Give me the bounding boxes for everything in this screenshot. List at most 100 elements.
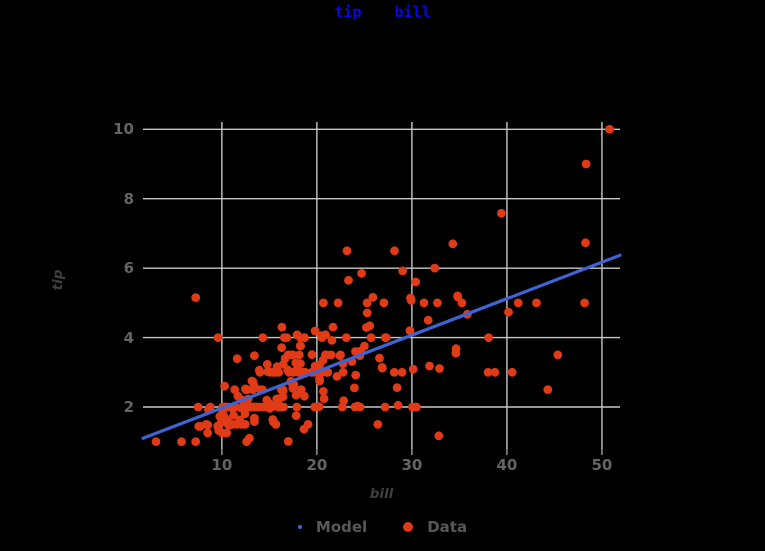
data-point [191,437,201,447]
data-point [248,385,258,394]
data-point [276,402,286,412]
data-point [310,326,320,336]
data-point [513,298,523,308]
data-point [288,350,298,360]
data-point [269,401,279,411]
data-point [398,266,408,276]
data-point [271,420,281,429]
data-point [357,269,366,278]
data-point [291,390,301,400]
data-point [177,437,186,447]
data-point [321,350,330,360]
data-point [327,335,337,345]
data-point [350,383,359,393]
data-point [277,343,286,352]
data-point [408,364,418,374]
data-point [246,402,255,412]
data-point [484,333,493,342]
data-point [362,323,371,332]
data-point [483,367,493,377]
data-point [291,411,301,421]
data-point [389,367,399,377]
data-point [278,392,288,401]
y-tick-label: 8 [123,189,134,208]
data-point [448,239,458,249]
title-term-bill: bill [394,3,431,21]
data-point [425,361,434,371]
data-point [351,370,361,380]
data-point [379,298,389,308]
data-point [300,391,309,401]
data-point [342,246,352,256]
legend: Model Data [0,518,765,536]
data-point [405,326,415,335]
data-point [453,292,463,302]
data-point [580,298,589,308]
data-point [393,400,403,410]
data-point [377,363,387,372]
data-point [406,293,415,303]
data-point [328,322,338,332]
data-point [296,385,306,394]
data-point [230,385,240,394]
data-point [295,341,305,351]
data-point [203,428,213,438]
data-point [411,277,421,287]
data-point [224,421,234,430]
data-point [300,333,309,342]
data-point [232,420,242,429]
legend-item-data: Data [403,518,467,536]
y-axis-label: tip [50,269,66,291]
data-point [319,387,328,396]
data-point [553,350,563,360]
model-point-marker-icon [297,525,302,529]
data-point [435,364,444,373]
data-point [451,344,461,354]
data-point [191,293,201,302]
x-tick-label: 10 [211,456,233,474]
data-point [277,322,287,332]
data-point [366,333,376,342]
data-point [283,437,293,446]
data-point [229,410,238,420]
y-tick-label: 2 [123,397,134,416]
data-point-marker-icon [403,522,414,532]
data-point [434,431,444,441]
data-point [344,275,353,285]
data-point [430,263,440,273]
data-point [250,417,259,426]
data-point [255,367,265,377]
legend-label-data: Data [427,518,468,536]
data-point [419,298,429,308]
data-point [299,424,309,434]
data-point [250,351,259,360]
data-point [288,367,298,377]
chart-title: tip bill [0,3,765,21]
data-point [433,298,442,308]
plot-panel [141,122,622,455]
data-point [262,359,272,369]
data-point [151,437,161,447]
data-point [215,412,225,421]
data-point [490,367,500,377]
data-point [232,354,242,364]
data-point [307,350,317,359]
data-point [350,402,360,412]
data-point [294,350,304,360]
data-point [213,333,223,342]
data-point [332,372,342,381]
data-point [337,402,347,412]
data-point [196,422,205,431]
data-point [296,359,305,368]
data-point [581,238,590,248]
data-point [375,353,384,363]
y-tick-label: 4 [123,328,134,347]
x-tick-label: 40 [496,456,518,474]
data-point [270,367,279,377]
x-tick-label: 30 [401,456,423,474]
data-point [362,298,372,308]
data-point [381,333,391,342]
title-term-tip: tip [334,3,362,21]
data-point [497,208,506,218]
data-point [392,383,402,392]
